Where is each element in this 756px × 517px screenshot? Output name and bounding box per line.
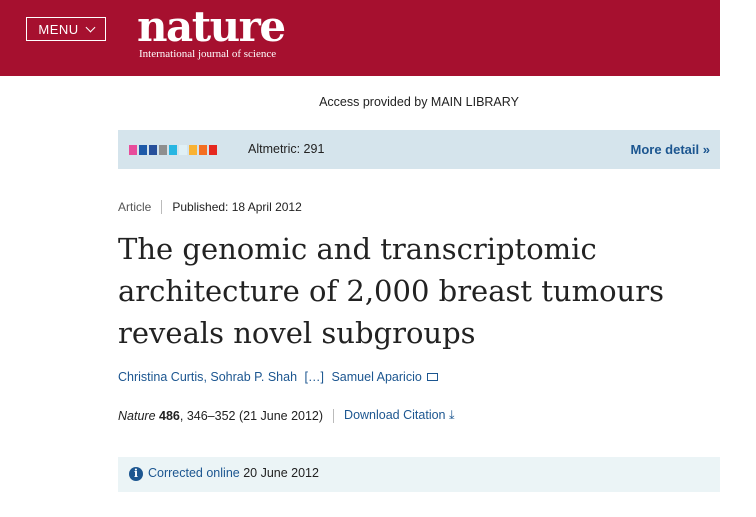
email-icon[interactable] <box>427 373 439 381</box>
author-link[interactable]: Christina Curtis <box>118 370 204 384</box>
info-icon: i <box>129 467 143 481</box>
menu-button[interactable]: MENU <box>26 17 106 41</box>
article-title: The genomic and transcriptomic architect… <box>118 232 664 350</box>
altmetric-color-square <box>199 145 207 155</box>
altmetric-color-square <box>149 145 157 155</box>
altmetric-color-square <box>129 145 137 155</box>
download-icon: ⤓ <box>448 408 455 422</box>
altmetric-color-square <box>139 145 147 155</box>
double-chevron-right-icon: » <box>702 142 710 157</box>
altmetric-donut-icon[interactable] <box>129 145 217 155</box>
published-date: Published: 18 April 2012 <box>172 200 302 214</box>
correction-notice: i Corrected online 20 June 2012 <box>118 457 720 492</box>
article-meta: Article Published: 18 April 2012 <box>118 200 302 214</box>
altmetric-score: Altmetric: 291 <box>248 142 325 156</box>
volume: 486 <box>159 408 180 423</box>
citation-line: Nature 486, 346–352 (21 June 2012) Downl… <box>118 408 455 423</box>
corrected-online-link[interactable]: Corrected online <box>148 466 240 480</box>
chevron-down-icon <box>85 22 96 32</box>
altmetric-color-square <box>179 145 187 155</box>
divider <box>333 408 335 423</box>
expand-authors-button[interactable]: […] <box>304 370 324 384</box>
altmetric-color-square <box>169 145 177 155</box>
altmetric-color-square <box>189 145 197 155</box>
divider <box>161 200 163 214</box>
logo-word: nature <box>137 2 286 51</box>
journal-name: Nature <box>118 408 156 423</box>
pages-date: , 346–352 (21 June 2012) <box>179 408 324 423</box>
altmetric-color-square <box>159 145 167 155</box>
more-detail-link[interactable]: More detail » <box>631 142 710 157</box>
altmetric-color-square <box>209 145 217 155</box>
correction-date: 20 June 2012 <box>243 466 319 480</box>
download-citation-label: Download Citation <box>344 408 446 422</box>
download-citation-link[interactable]: Download Citation ⤓ <box>344 408 454 423</box>
author-link[interactable]: Samuel Aparicio <box>331 370 422 384</box>
menu-label: MENU <box>38 21 79 37</box>
site-header: MENU nature International journal of sci… <box>0 0 720 76</box>
altmetric-bar: Altmetric: 291 More detail » <box>118 130 720 169</box>
author-list: Christina Curtis, Sohrab P. Shah […] Sam… <box>118 370 439 384</box>
author-link[interactable]: Sohrab P. Shah <box>210 370 298 384</box>
more-detail-label: More detail <box>630 142 700 157</box>
article-type: Article <box>118 200 152 214</box>
access-notice: Access provided by MAIN LIBRARY <box>319 95 519 109</box>
logo-tagline: International journal of science <box>139 48 277 60</box>
nature-logo[interactable]: nature International journal of science <box>137 2 286 61</box>
